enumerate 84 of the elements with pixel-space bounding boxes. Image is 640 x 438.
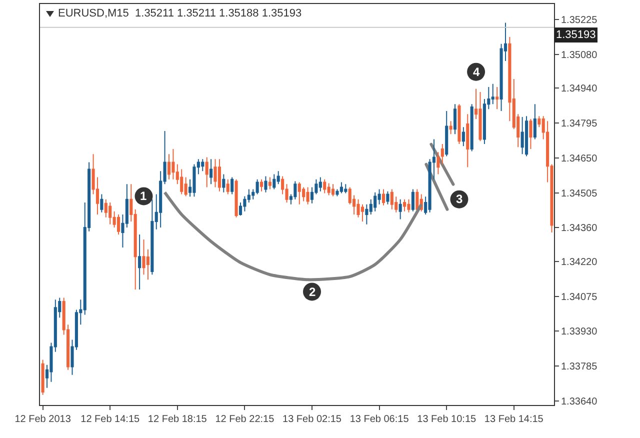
x-tick-label: 12 Feb 22:15 — [215, 414, 275, 425]
y-tick-label: 1.34505 — [561, 188, 598, 200]
x-tick-label: 13 Feb 02:15 — [282, 414, 342, 425]
candlestick — [386, 190, 390, 205]
candlestick — [138, 234, 142, 290]
candlestick — [298, 182, 301, 205]
candlestick — [276, 170, 280, 185]
candlestick — [205, 156, 208, 188]
candlestick — [462, 126, 465, 147]
candlestick — [360, 204, 364, 222]
candlestick — [470, 104, 474, 152]
candlestick — [306, 186, 310, 205]
candlestick — [327, 182, 330, 196]
candlestick — [230, 176, 234, 195]
candlestick — [478, 92, 482, 142]
y-tick-label: 1.34075 — [561, 292, 598, 303]
candlestick — [365, 204, 368, 225]
candlestick — [458, 104, 461, 144]
candlestick — [529, 118, 532, 150]
candlestick — [398, 198, 402, 220]
candlestick — [411, 188, 414, 212]
x-tick-label: 12 Feb 18:15 — [148, 414, 208, 425]
x-tick-label: 13 Feb 06:15 — [350, 414, 410, 425]
y-tick-label: 1.35080 — [561, 50, 598, 62]
candlestick — [172, 148, 175, 180]
candlestick — [302, 186, 306, 202]
candlestick — [453, 104, 457, 135]
x-tick-label: 13 Feb 10:15 — [417, 414, 477, 425]
candlestick — [210, 158, 213, 185]
candlestick — [222, 174, 226, 193]
y-tick-label: 1.34220 — [561, 256, 598, 268]
annotation: 4 — [473, 65, 480, 79]
candlestick — [234, 178, 238, 218]
chart-title: EURUSD,M15 1.35211 1.35211 1.35188 1.35193 — [58, 8, 302, 20]
ref-line-label: 1.35193 — [556, 29, 596, 41]
candlestick — [445, 110, 448, 157]
candlestick — [268, 176, 272, 190]
candlestick — [218, 158, 221, 192]
candlestick — [332, 184, 335, 197]
candlestick — [407, 198, 410, 213]
candlestick — [344, 184, 348, 194]
candlestick — [533, 104, 536, 140]
y-tick-label: 1.35225 — [561, 15, 598, 26]
candlestick — [214, 158, 217, 188]
candlestick — [100, 194, 104, 213]
candlestick — [226, 178, 230, 195]
annotation: 1 — [140, 189, 147, 203]
candlestick — [201, 158, 204, 172]
y-tick-label: 1.33640 — [561, 396, 598, 408]
candlestick — [116, 214, 120, 235]
candlestick — [264, 176, 268, 193]
x-tick-label: 13 Feb 14:15 — [484, 414, 544, 425]
candlestick — [323, 178, 326, 194]
candlestick — [524, 116, 528, 157]
candlestick — [108, 202, 112, 225]
y-tick-label: 1.33930 — [561, 326, 598, 338]
candlestick — [41, 359, 44, 396]
candlestick — [374, 192, 377, 212]
y-tick-label: 1.34650 — [561, 153, 598, 164]
candlestick — [390, 188, 394, 210]
candlestick — [496, 86, 499, 110]
y-tick-label: 1.34360 — [561, 223, 598, 234]
candlestick — [449, 120, 452, 135]
candlestick — [142, 239, 146, 276]
candlestick — [491, 83, 494, 105]
x-tick-label: 12 Feb 14:15 — [80, 414, 140, 425]
annotation: 2 — [309, 285, 316, 299]
y-tick-label: 1.34940 — [561, 84, 598, 95]
candlestick — [356, 198, 360, 218]
candlestick — [403, 198, 406, 212]
candlestick — [340, 182, 343, 194]
candlestick — [520, 116, 524, 155]
line-series — [163, 190, 423, 282]
annotation: 3 — [456, 192, 463, 206]
y-tick-label: 1.33785 — [561, 362, 598, 373]
candlestick — [318, 176, 322, 192]
candlestick — [416, 188, 419, 212]
candlestick — [260, 178, 264, 192]
candlestick — [272, 174, 276, 190]
candlestick — [150, 198, 154, 276]
x-tick-label: 12 Feb 2013 — [14, 414, 72, 425]
candlestick — [466, 114, 470, 168]
y-tick-label: 1.34795 — [561, 118, 598, 130]
candlestick — [382, 188, 386, 206]
